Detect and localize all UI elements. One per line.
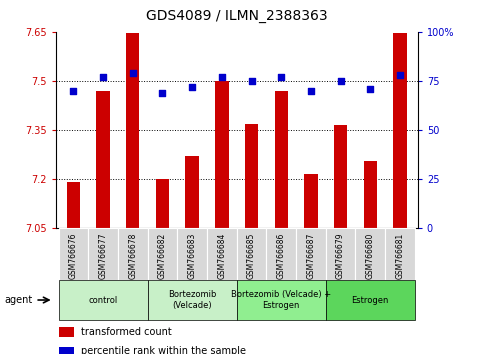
Text: GSM766685: GSM766685 (247, 233, 256, 279)
Text: GSM766684: GSM766684 (217, 233, 227, 279)
Text: GSM766683: GSM766683 (187, 233, 197, 279)
Bar (393, 34, 407, 228)
Bar (156, 179, 169, 228)
Text: Bortezomib
(Velcade): Bortezomib (Velcade) (168, 290, 216, 310)
Bar (59, 347, 73, 354)
Text: GSM766680: GSM766680 (366, 233, 375, 279)
Bar (266, 228, 296, 280)
Point (158, 90, 166, 96)
Point (129, 70, 137, 76)
Point (218, 74, 226, 80)
Text: GSM766682: GSM766682 (158, 233, 167, 279)
Text: GSM766687: GSM766687 (306, 233, 315, 279)
Text: transformed count: transformed count (81, 327, 171, 337)
Bar (237, 280, 326, 320)
Bar (326, 228, 355, 280)
Bar (274, 91, 288, 228)
Bar (237, 228, 266, 280)
Point (70, 88, 77, 93)
Text: GSM766681: GSM766681 (396, 233, 404, 279)
Point (396, 72, 404, 78)
Bar (185, 156, 199, 228)
Text: GSM766678: GSM766678 (128, 233, 137, 279)
Bar (58, 280, 148, 320)
Text: GSM766679: GSM766679 (336, 233, 345, 279)
Bar (97, 91, 110, 228)
Bar (88, 228, 118, 280)
Text: GDS4089 / ILMN_2388363: GDS4089 / ILMN_2388363 (146, 9, 327, 23)
Bar (148, 228, 177, 280)
Bar (58, 228, 88, 280)
Point (99, 74, 107, 80)
Bar (326, 280, 415, 320)
Bar (364, 161, 377, 228)
Point (277, 74, 285, 80)
Text: control: control (88, 296, 118, 304)
Bar (207, 228, 237, 280)
Bar (148, 280, 237, 320)
Bar (177, 228, 207, 280)
Bar (355, 228, 385, 280)
Text: Estrogen: Estrogen (352, 296, 389, 304)
Point (337, 78, 344, 84)
Text: GSM766677: GSM766677 (99, 233, 108, 279)
Bar (126, 33, 140, 228)
Point (367, 86, 374, 92)
Point (248, 78, 256, 84)
Bar (296, 228, 326, 280)
Text: GSM766686: GSM766686 (277, 233, 286, 279)
Bar (67, 182, 80, 228)
Point (307, 88, 315, 93)
Text: GSM766676: GSM766676 (69, 233, 78, 279)
Bar (334, 125, 347, 228)
Point (188, 84, 196, 90)
Bar (304, 174, 318, 228)
Bar (118, 228, 148, 280)
Text: Bortezomib (Velcade) +
Estrogen: Bortezomib (Velcade) + Estrogen (231, 290, 331, 310)
Text: percentile rank within the sample: percentile rank within the sample (81, 346, 246, 354)
Bar (215, 81, 228, 228)
Bar (385, 228, 415, 280)
Bar (59, 327, 73, 337)
Bar (245, 124, 258, 228)
Text: agent: agent (5, 295, 33, 305)
